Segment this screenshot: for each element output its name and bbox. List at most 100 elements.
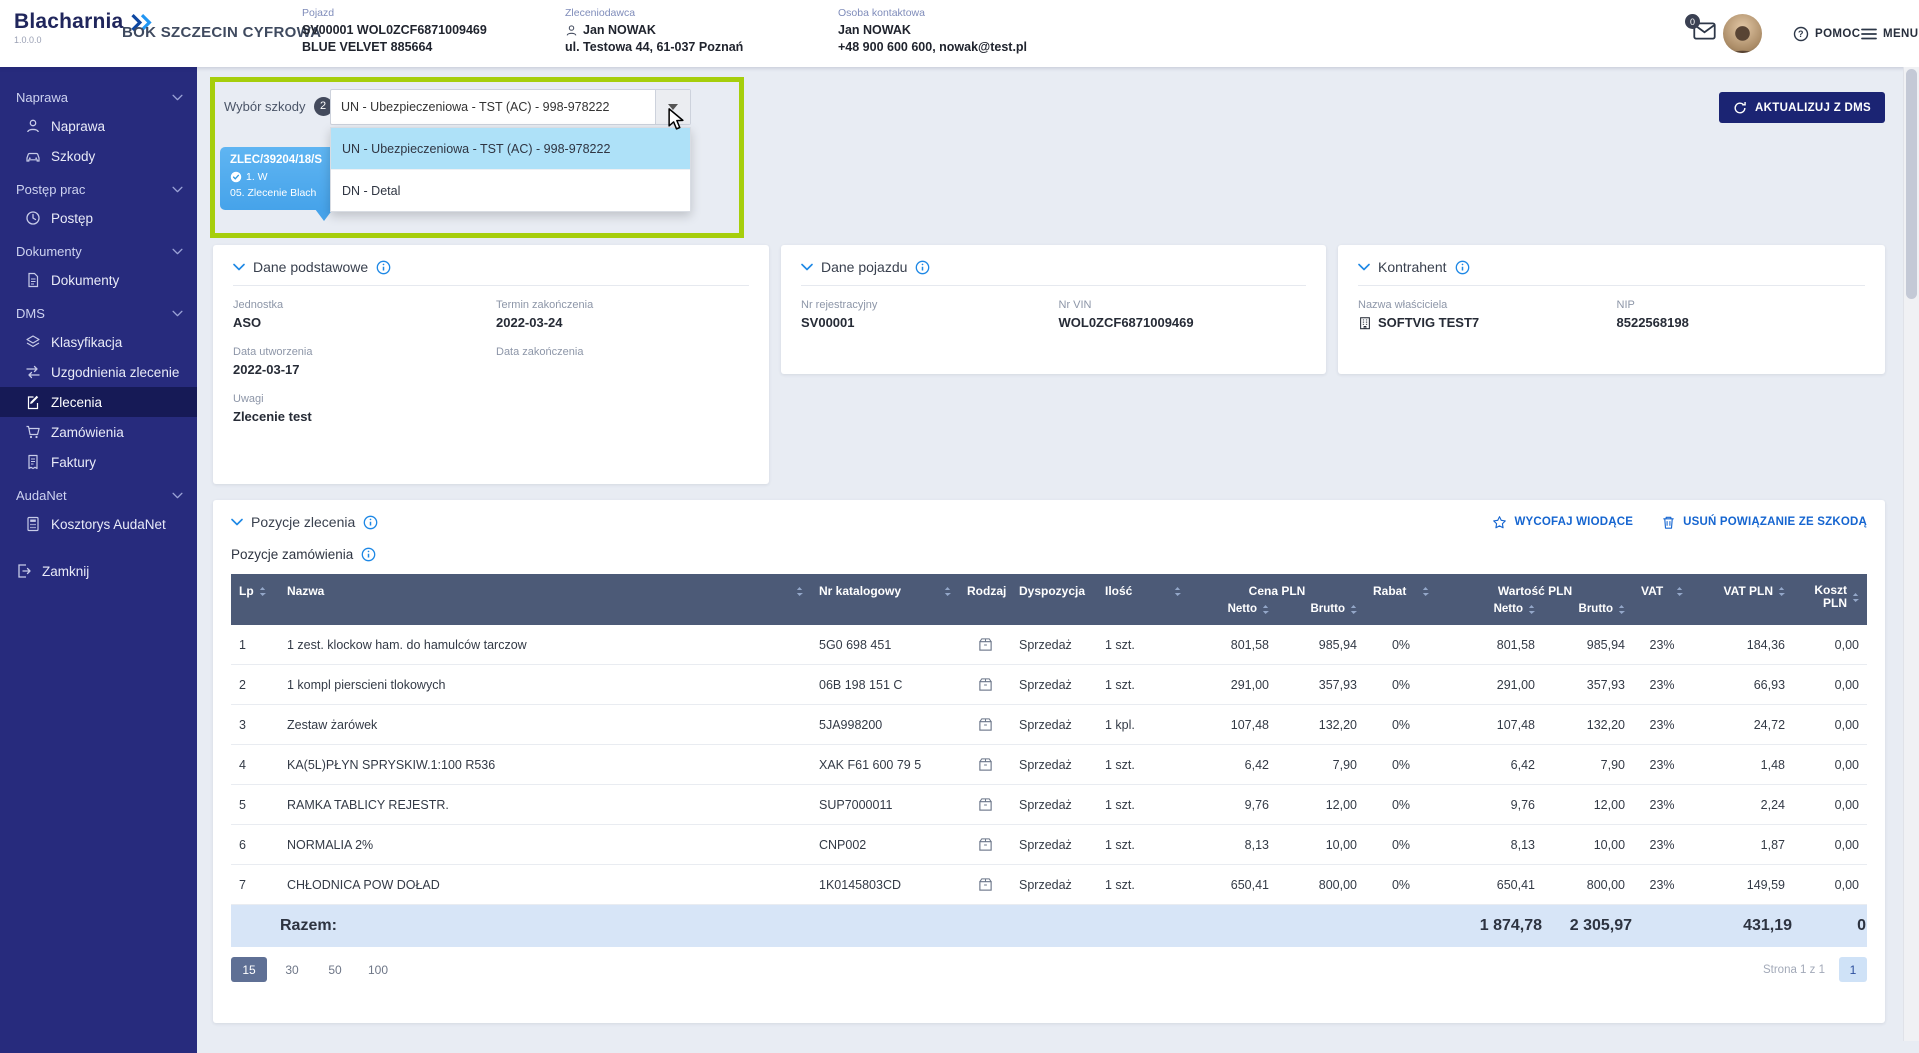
cell-catalog: 5JA998200 bbox=[811, 704, 959, 745]
sidebar-item-szkody[interactable]: Szkody bbox=[0, 141, 197, 171]
info-icon[interactable] bbox=[361, 547, 376, 562]
col-nr-katalogowy[interactable]: Nr katalogowy bbox=[811, 574, 959, 625]
menu-button[interactable]: MENU bbox=[1861, 26, 1918, 42]
cell-value-gross: 357,93 bbox=[1543, 664, 1634, 705]
update-from-dms-button[interactable]: AKTUALIZUJ Z DMS bbox=[1719, 92, 1885, 123]
sidebar-section-audanet[interactable]: AudaNet bbox=[0, 480, 197, 509]
damage-select-arrow-button[interactable] bbox=[655, 90, 690, 124]
app-logo[interactable]: Blacharnia 1.0.0.0 bbox=[14, 10, 154, 45]
cell-cost: 0,00 bbox=[1793, 784, 1868, 825]
sidebar-section-post-p-prac[interactable]: Postęp prac bbox=[0, 174, 197, 203]
sidebar-item-dokumenty[interactable]: Dokumenty bbox=[0, 265, 197, 295]
sort-icon[interactable] bbox=[1778, 586, 1785, 597]
col-ilosc[interactable]: Ilość bbox=[1097, 574, 1189, 625]
cell-name: Zestaw żarówek bbox=[279, 704, 811, 745]
damage-option-2[interactable]: DN - Detal bbox=[342, 183, 401, 198]
sidebar-item-post-p[interactable]: Postęp bbox=[0, 203, 197, 233]
sidebar-item-uzgodnienia-zlecenie[interactable]: Uzgodnienia zlecenie bbox=[0, 357, 197, 387]
sort-icon[interactable] bbox=[796, 586, 803, 597]
sort-icon[interactable] bbox=[1350, 604, 1357, 615]
scrollbar-thumb[interactable] bbox=[1906, 69, 1917, 299]
info-icon[interactable] bbox=[376, 260, 391, 275]
col-wartosc-brutto[interactable]: Brutto bbox=[1543, 601, 1634, 625]
cell-value-gross: 800,00 bbox=[1543, 864, 1634, 905]
col-wartosc-netto[interactable]: Netto bbox=[1437, 601, 1543, 625]
chevron-down-icon[interactable] bbox=[231, 518, 243, 526]
page-size-30[interactable]: 30 bbox=[285, 962, 299, 977]
col-koszt-pln[interactable]: Koszt PLN bbox=[1793, 574, 1868, 625]
page-number-button[interactable]: 1 bbox=[1839, 957, 1867, 982]
sidebar-section-dms[interactable]: DMS bbox=[0, 298, 197, 327]
check-circle-icon bbox=[230, 171, 242, 183]
sort-icon[interactable] bbox=[1528, 604, 1535, 615]
positions-table: Lp Nazwa Nr katalogowy Rodzaj Dyspozycja… bbox=[231, 574, 1868, 947]
sidebar-item-zamknij[interactable]: Zamknij bbox=[0, 555, 197, 587]
mail-button[interactable]: 0 bbox=[1685, 14, 1717, 42]
sort-icon[interactable] bbox=[1852, 592, 1859, 603]
table-row[interactable]: 4 KA(5L)PŁYN SPRYSKIW.1:100 R536 XAK F61 6… bbox=[231, 744, 1868, 785]
col-cena-brutto[interactable]: Brutto bbox=[1277, 601, 1365, 625]
damage-option-1[interactable]: UN - Ubezpieczeniowa - TST (AC) - 998-97… bbox=[331, 128, 690, 170]
cell-price-net: 650,41 bbox=[1189, 864, 1277, 905]
person-icon bbox=[565, 24, 578, 37]
sidebar-item-zlecenia[interactable]: Zlecenia bbox=[0, 387, 197, 417]
cell-qty: 1 kpl. bbox=[1097, 704, 1189, 745]
sort-icon[interactable] bbox=[1676, 586, 1683, 597]
col-vat[interactable]: VAT bbox=[1633, 574, 1692, 625]
header-contact-info: Osoba kontaktowa Jan NOWAK +48 900 600 6… bbox=[838, 7, 1027, 56]
sidebar-item-kosztorys-audanet[interactable]: Kosztorys AudaNet bbox=[0, 509, 197, 539]
info-icon[interactable] bbox=[363, 515, 378, 530]
table-row[interactable]: 6 NORMALIA 2% CNP002 Sprzedaż 1 szt. 8,13 10,0… bbox=[231, 824, 1868, 865]
sidebar-item-naprawa[interactable]: Naprawa bbox=[0, 111, 197, 141]
chevron-down-icon[interactable] bbox=[1358, 263, 1370, 271]
cell-price-gross: 985,94 bbox=[1277, 625, 1365, 665]
user-avatar[interactable] bbox=[1723, 14, 1762, 53]
sidebar-item-klasyfikacja[interactable]: Klasyfikacja bbox=[0, 327, 197, 357]
vertical-scrollbar[interactable] bbox=[1903, 67, 1919, 1041]
page-size-100[interactable]: 100 bbox=[367, 962, 389, 977]
col-nazwa[interactable]: Nazwa bbox=[279, 574, 811, 625]
car-icon bbox=[25, 148, 41, 164]
col-lp[interactable]: Lp bbox=[231, 574, 279, 625]
sidebar-item-faktury[interactable]: Faktury bbox=[0, 447, 197, 477]
cell-value-net: 107,48 bbox=[1437, 704, 1543, 745]
page-size-15[interactable]: 15 bbox=[231, 957, 267, 982]
cell-dispo: Sprzedaż bbox=[1011, 704, 1097, 745]
sort-icon[interactable] bbox=[944, 586, 951, 597]
sort-icon[interactable] bbox=[1422, 586, 1429, 597]
sort-icon[interactable] bbox=[1174, 586, 1181, 597]
contact-phone-email: +48 900 600 600, nowak@test.pl bbox=[838, 40, 1028, 54]
info-icon[interactable] bbox=[1455, 260, 1470, 275]
cell-price-net: 8,13 bbox=[1189, 824, 1277, 865]
table-row[interactable]: 3 Zestaw żarówek 5JA998200 Sprzedaż 1 kpl. 10… bbox=[231, 704, 1868, 745]
table-row[interactable]: 7 CHŁODNICA POW DOŁAD 1K0145803CD Sprzedaż 1… bbox=[231, 864, 1868, 905]
top-header: Blacharnia 1.0.0.0 BOK SZCZECIN CYFROWA … bbox=[0, 0, 1919, 67]
col-rabat[interactable]: Rabat bbox=[1365, 574, 1437, 625]
contact-name: Jan NOWAK bbox=[838, 23, 911, 37]
help-button[interactable]: POMOC bbox=[1793, 26, 1860, 42]
sort-icon[interactable] bbox=[1618, 604, 1625, 615]
info-icon[interactable] bbox=[915, 260, 930, 275]
order-number: ZLEC/39204/18/S bbox=[230, 154, 323, 166]
cell-cost: 0,00 bbox=[1793, 664, 1868, 705]
page-size-50[interactable]: 50 bbox=[328, 962, 342, 977]
sort-icon[interactable] bbox=[259, 586, 266, 597]
sidebar-section-dokumenty[interactable]: Dokumenty bbox=[0, 236, 197, 265]
sort-icon[interactable] bbox=[1262, 604, 1269, 615]
vehicle-line2: BLUE VELVET 885664 bbox=[302, 40, 433, 54]
chevron-down-icon[interactable] bbox=[801, 263, 813, 271]
table-row[interactable]: 5 RAMKA TABLICY REJESTR. SUP7000011 Sprzeda… bbox=[231, 784, 1868, 825]
remove-damage-link-button[interactable]: USUŃ POWIĄZANIE ZE SZKODĄ bbox=[1661, 515, 1867, 530]
sidebar-section-naprawa[interactable]: Naprawa bbox=[0, 82, 197, 111]
col-cena-pln: Cena PLN bbox=[1189, 574, 1365, 601]
chevron-down-icon[interactable] bbox=[233, 263, 245, 271]
cell-vat: 23% bbox=[1633, 664, 1692, 705]
col-cena-netto[interactable]: Netto bbox=[1189, 601, 1277, 625]
withdraw-leading-button[interactable]: WYCOFAJ WIODĄCE bbox=[1492, 515, 1633, 530]
package-icon bbox=[978, 837, 993, 852]
col-vat-pln[interactable]: VAT PLN bbox=[1691, 574, 1794, 625]
sidebar-item-zam-wienia[interactable]: Zamówienia bbox=[0, 417, 197, 447]
damage-select[interactable]: UN - Ubezpieczeniowa - TST (AC) - 998-97… bbox=[330, 89, 691, 125]
